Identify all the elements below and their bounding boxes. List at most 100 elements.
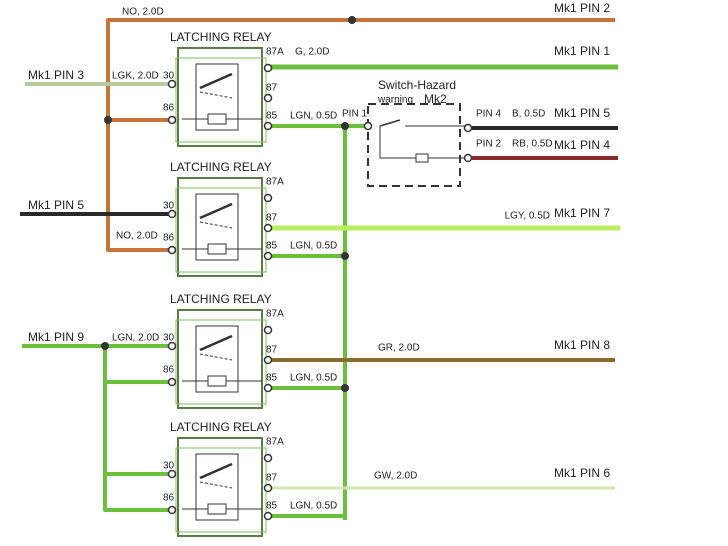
- terminal: [167, 377, 177, 387]
- terminal: [167, 505, 177, 515]
- switch-box: [367, 103, 461, 187]
- contact: [199, 462, 233, 480]
- label: Mk1 PIN 2: [554, 1, 610, 15]
- label: LGK, 2.0D: [112, 71, 159, 82]
- label: 30: [163, 333, 175, 344]
- terminal: [263, 355, 273, 365]
- junction: [341, 252, 349, 260]
- label: 85: [266, 373, 278, 384]
- label: Mk1 PIN 1: [554, 44, 610, 58]
- coil: [207, 113, 227, 125]
- terminal: [263, 511, 273, 521]
- lamp: [415, 153, 429, 163]
- label: 86: [163, 103, 175, 114]
- label: GR, 2.0D: [378, 343, 420, 354]
- terminal: [263, 325, 273, 335]
- relay-box: [177, 437, 263, 537]
- terminal: [263, 483, 273, 493]
- label: GW, 2.0D: [374, 471, 417, 482]
- label: 87A: [266, 309, 284, 320]
- terminal: [263, 93, 273, 103]
- label: 30: [163, 461, 175, 472]
- label: LGN, 2.0D: [112, 333, 159, 344]
- terminal: [363, 121, 373, 131]
- label: Mk1 PIN 3: [28, 68, 84, 82]
- label: 87: [266, 345, 278, 356]
- junction: [341, 122, 349, 130]
- label: LATCHING RELAY: [170, 420, 272, 434]
- label: LGN, 0.5D: [290, 373, 337, 384]
- label: Mk1 PIN 8: [554, 338, 610, 352]
- terminal: [463, 123, 473, 133]
- label: 85: [266, 501, 278, 512]
- junction: [348, 16, 356, 24]
- label: 30: [163, 201, 175, 212]
- terminal: [263, 223, 273, 233]
- label: 87A: [266, 437, 284, 448]
- label: 30: [163, 71, 175, 82]
- label: 85: [266, 241, 278, 252]
- relay-inner: [195, 453, 239, 521]
- relay-inner: [195, 193, 239, 261]
- wire: [106, 18, 615, 252]
- label: Mk2: [424, 92, 447, 106]
- label: 86: [163, 365, 175, 376]
- label: 86: [163, 493, 175, 504]
- label: 87A: [266, 47, 284, 58]
- label: B, 0.5D: [512, 109, 545, 120]
- terminal: [263, 453, 273, 463]
- terminal: [167, 341, 177, 351]
- junction: [341, 384, 349, 392]
- label: LGN, 0.5D: [290, 241, 337, 252]
- relay-inner: [195, 63, 239, 131]
- terminal: [167, 209, 177, 219]
- label: RB, 0.5D: [512, 139, 553, 150]
- label: Mk1 PIN 5: [28, 198, 84, 212]
- label: 87A: [266, 177, 284, 188]
- coil: [207, 503, 227, 515]
- label: Mk1 PIN 4: [554, 138, 610, 152]
- label: G, 2.0D: [295, 47, 329, 58]
- terminal: [263, 193, 273, 203]
- coil: [207, 243, 227, 255]
- contact: [199, 353, 233, 361]
- label: LATCHING RELAY: [170, 292, 272, 306]
- label: LATCHING RELAY: [170, 30, 272, 44]
- terminal: [263, 251, 273, 261]
- contact: [199, 202, 233, 220]
- label: 86: [163, 233, 175, 244]
- contact: [199, 334, 233, 352]
- label: warning: [377, 95, 413, 106]
- contact: [199, 91, 233, 99]
- contact: [199, 481, 233, 489]
- terminal: [263, 63, 273, 73]
- terminal: [167, 79, 177, 89]
- switch-arm: [379, 119, 401, 127]
- wire: [103, 346, 175, 512]
- label: 87: [266, 473, 278, 484]
- label: PIN 2: [476, 139, 501, 150]
- label: Mk1 PIN 6: [554, 466, 610, 480]
- label: Mk1 PIN 5: [554, 106, 610, 120]
- junction: [104, 116, 112, 124]
- contact: [199, 72, 233, 90]
- contact: [199, 221, 233, 229]
- label: LGY, 0.5D: [505, 211, 550, 222]
- label: PIN 4: [476, 109, 501, 120]
- label: 87: [266, 83, 278, 94]
- label: Switch-Hazard: [378, 78, 456, 92]
- label: Mk1 PIN 7: [554, 206, 610, 220]
- label: LGN, 0.5D: [290, 501, 337, 512]
- relay-box: [177, 47, 263, 147]
- terminal: [263, 383, 273, 393]
- terminal: [167, 115, 177, 125]
- label: 85: [266, 111, 278, 122]
- label: Mk1 PIN 9: [28, 330, 84, 344]
- terminal: [463, 153, 473, 163]
- junction: [101, 342, 109, 350]
- terminal: [263, 121, 273, 131]
- relay-inner: [195, 325, 239, 393]
- terminal: [167, 469, 177, 479]
- terminal: [167, 245, 177, 255]
